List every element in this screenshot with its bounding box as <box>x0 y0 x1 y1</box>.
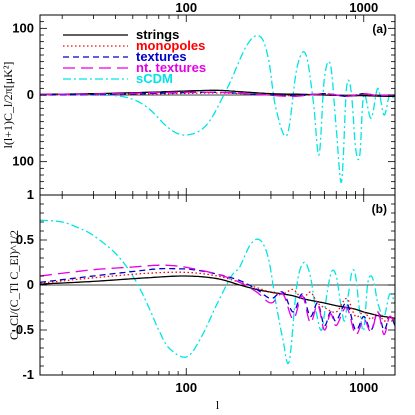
series-line-scdm <box>40 34 395 184</box>
panel-a-plot: (a) 100 0 100 l(l+1)C_l/2π[μK²] <box>1 14 396 196</box>
legend-label: strings <box>136 27 179 42</box>
x-axis-title: l <box>216 398 220 412</box>
plot-frame <box>39 14 396 196</box>
y-tick-label: 0 <box>27 87 34 102</box>
y-tick-label: -1 <box>22 367 34 382</box>
series-line-strings <box>40 275 395 319</box>
panel-label: (b) <box>372 202 387 216</box>
y-tick-label: -0.5 <box>12 322 34 337</box>
series-line-textures <box>40 91 395 97</box>
y-axis-title: l(l+1)C_l/2π[μK²] <box>1 62 15 149</box>
series-line-monopoles <box>40 271 395 322</box>
legend-label: sCDM <box>136 71 173 86</box>
legend-label: nt. textures <box>136 60 206 75</box>
x-tick-label: 1000 <box>349 380 378 395</box>
top-tick-label: 1000 <box>349 0 378 15</box>
y-tick-label: 0 <box>27 277 34 292</box>
series-line-textures <box>40 267 395 331</box>
y-tick-label: 100 <box>12 154 34 169</box>
series-group <box>40 219 395 365</box>
series-line-scdm <box>40 219 395 365</box>
panel-label: (a) <box>372 22 387 36</box>
series-line-strings <box>40 89 395 98</box>
panel-b-plot: (b) 1 0.5 0 -0.5 -1 C_Cl/(C_Tl C_El)^1/2 <box>7 187 396 382</box>
y-tick-label: 100 <box>12 20 34 35</box>
legend-label: monopoles <box>136 38 205 53</box>
x-tick-label: 100 <box>175 380 197 395</box>
top-tick-label: 100 <box>175 0 197 15</box>
series-group <box>40 34 395 184</box>
y-tick-label: 1 <box>27 187 34 202</box>
legend-label: textures <box>136 49 187 64</box>
series-line-nt-textures <box>40 91 395 97</box>
y-axis-title: C_Cl/(C_Tl C_El)^1/2 <box>7 230 21 340</box>
y-tick-label: 0.5 <box>16 232 34 247</box>
